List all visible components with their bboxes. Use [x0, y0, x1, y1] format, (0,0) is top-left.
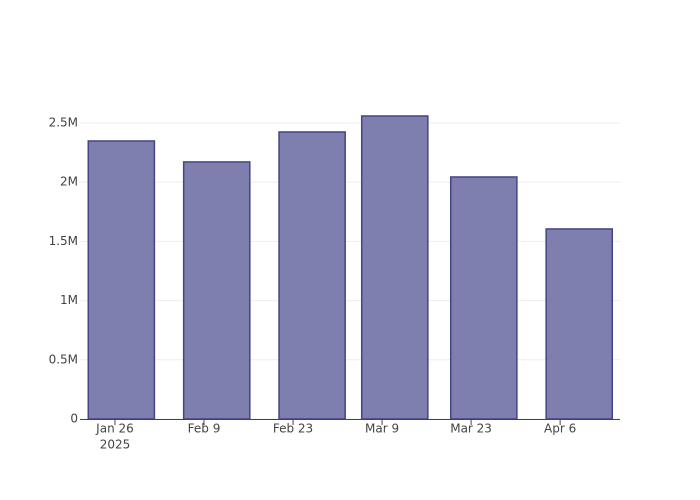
x-tick-label: Mar 23 [450, 422, 492, 436]
x-tick-label: Feb 9 [188, 422, 221, 436]
y-tick-label: 2.5M [49, 115, 78, 129]
bar [360, 115, 429, 420]
y-tick-label: 2M [60, 175, 78, 189]
bar [449, 176, 518, 420]
x-tick-label: Feb 23 [273, 422, 313, 436]
y-tick-label: 1M [60, 293, 78, 307]
bar [87, 140, 156, 420]
x-tick-label: Mar 9 [365, 422, 399, 436]
y-tick-label: 0.5M [49, 352, 78, 366]
bar [182, 161, 251, 420]
y-tick-label: 0 [70, 412, 78, 426]
bar [545, 228, 614, 420]
x-tick-label: Apr 6 [544, 422, 576, 436]
x-tick-sublabel: 2025 [100, 438, 131, 452]
bar [278, 131, 346, 420]
y-tick-label: 1.5M [49, 234, 78, 248]
x-tick-label: Jan 26 [95, 422, 134, 436]
